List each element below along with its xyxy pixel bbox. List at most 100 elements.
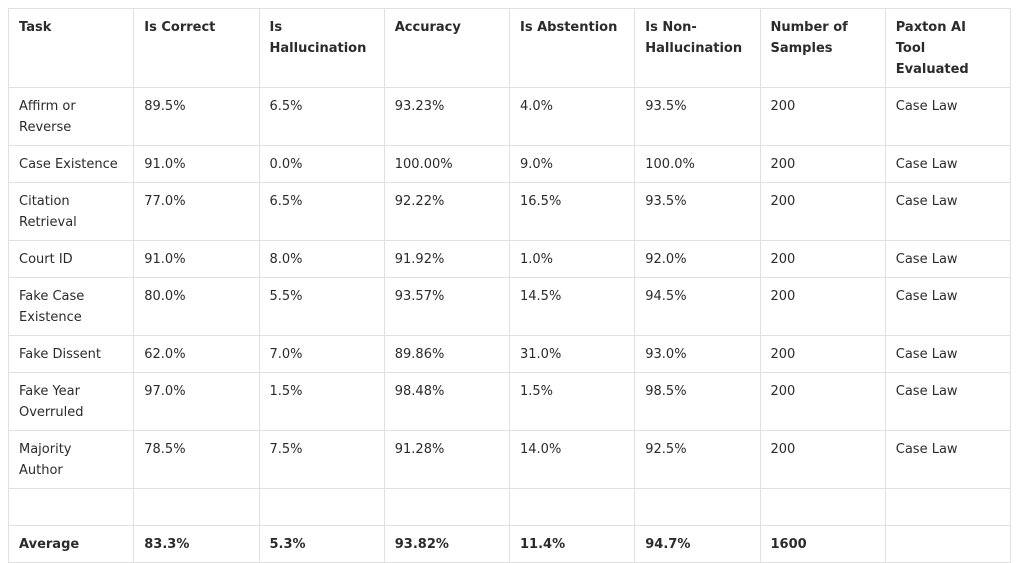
table-cell: 92.0% xyxy=(634,240,761,278)
average-cell: 1600 xyxy=(759,525,886,563)
table-row: Citation Retrieval 77.0% 6.5% 92.22% 16.5% 93… xyxy=(7,182,1012,241)
table-cell: 100.00% xyxy=(383,145,511,183)
table-cell: 92.5% xyxy=(634,430,761,489)
table-cell: 14.0% xyxy=(508,430,636,489)
table-body: Affirm or Reverse 89.5% 6.5% 93.23% 4.0% 93.5… xyxy=(7,87,1012,563)
table-cell: Case Law xyxy=(884,277,1012,336)
empty-cell xyxy=(7,488,135,526)
table-row: Majority Author 78.5% 7.5% 91.28% 14.0% 92.5%… xyxy=(7,430,1012,489)
table-cell: 200 xyxy=(759,335,886,373)
header-cell: Task xyxy=(7,8,135,88)
table-cell: Case Existence xyxy=(7,145,135,183)
empty-cell xyxy=(133,488,260,526)
table-cell: 200 xyxy=(759,277,886,336)
table-cell: 6.5% xyxy=(258,182,385,241)
table-cell: 0.0% xyxy=(258,145,385,183)
table-cell: 80.0% xyxy=(133,277,260,336)
table-cell: 91.0% xyxy=(133,240,260,278)
table-cell: 93.5% xyxy=(634,182,761,241)
table-cell: 1.5% xyxy=(258,372,385,431)
empty-row xyxy=(7,488,1012,526)
header-cell: Number of Samples xyxy=(759,8,886,88)
table-cell: Citation Retrieval xyxy=(7,182,135,241)
table-cell: 7.5% xyxy=(258,430,385,489)
table-cell: 9.0% xyxy=(508,145,636,183)
table-cell: 98.48% xyxy=(383,372,511,431)
header-cell: Is Correct xyxy=(133,8,260,88)
table-cell: 93.5% xyxy=(634,87,761,146)
table-cell: 7.0% xyxy=(258,335,385,373)
empty-cell xyxy=(508,488,636,526)
table-cell: 1.5% xyxy=(508,372,636,431)
table-cell: 89.86% xyxy=(383,335,511,373)
table-cell: 16.5% xyxy=(508,182,636,241)
average-cell: 5.3% xyxy=(258,525,385,563)
table-cell: 91.0% xyxy=(133,145,260,183)
header-cell: Is Hallucination xyxy=(258,8,385,88)
table-cell: 97.0% xyxy=(133,372,260,431)
table-cell: 200 xyxy=(759,372,886,431)
table-cell: 8.0% xyxy=(258,240,385,278)
average-cell: 11.4% xyxy=(508,525,636,563)
table-cell: Majority Author xyxy=(7,430,135,489)
header-cell: Is Non-Hallucination xyxy=(634,8,761,88)
table-cell: Case Law xyxy=(884,87,1012,146)
table-row: Fake Case Existence 80.0% 5.5% 93.57% 14.5% 9… xyxy=(7,277,1012,336)
header-row: Task Is Correct Is Hallucination Accuracy Is… xyxy=(7,8,1012,88)
table-cell: 93.23% xyxy=(383,87,511,146)
table-cell: 94.5% xyxy=(634,277,761,336)
table-cell: Case Law xyxy=(884,430,1012,489)
empty-cell xyxy=(634,488,761,526)
average-cell: 93.82% xyxy=(383,525,511,563)
table-cell: 4.0% xyxy=(508,87,636,146)
empty-cell xyxy=(383,488,511,526)
table-cell: 91.28% xyxy=(383,430,511,489)
empty-cell xyxy=(884,488,1012,526)
table-cell: Court ID xyxy=(7,240,135,278)
average-cell: Average xyxy=(7,525,135,563)
header-cell: Is Abstention xyxy=(508,8,636,88)
average-cell: 83.3% xyxy=(133,525,260,563)
table-cell: Affirm or Reverse xyxy=(7,87,135,146)
table-cell: 89.5% xyxy=(133,87,260,146)
table-cell: 77.0% xyxy=(133,182,260,241)
table-cell: Fake Year Overruled xyxy=(7,372,135,431)
table-cell: Case Law xyxy=(884,240,1012,278)
table-cell: Case Law xyxy=(884,372,1012,431)
header-cell: Accuracy xyxy=(383,8,511,88)
table-cell: Fake Dissent xyxy=(7,335,135,373)
table-cell: Case Law xyxy=(884,145,1012,183)
table-cell: 200 xyxy=(759,145,886,183)
empty-cell xyxy=(759,488,886,526)
table-cell: 6.5% xyxy=(258,87,385,146)
table-row: Fake Dissent 62.0% 7.0% 89.86% 31.0% 93.0% 200… xyxy=(7,335,1012,373)
table-cell: 14.5% xyxy=(508,277,636,336)
table-cell: Case Law xyxy=(884,335,1012,373)
table-row: Court ID 91.0% 8.0% 91.92% 1.0% 92.0% 200 Case … xyxy=(7,240,1012,278)
table-row: Case Existence 91.0% 0.0% 100.00% 9.0% 100.0%… xyxy=(7,145,1012,183)
page: Task Is Correct Is Hallucination Accuracy Is… xyxy=(7,8,1012,563)
table-cell: 1.0% xyxy=(508,240,636,278)
table-cell: 62.0% xyxy=(133,335,260,373)
table-cell: 91.92% xyxy=(383,240,511,278)
table-cell: 92.22% xyxy=(383,182,511,241)
empty-cell xyxy=(258,488,385,526)
results-table: Task Is Correct Is Hallucination Accuracy Is… xyxy=(7,8,1012,563)
table-cell: 93.0% xyxy=(634,335,761,373)
table-cell: 200 xyxy=(759,240,886,278)
table-cell: 100.0% xyxy=(634,145,761,183)
table-head: Task Is Correct Is Hallucination Accuracy Is… xyxy=(7,8,1012,88)
table-cell: 98.5% xyxy=(634,372,761,431)
table-row: Fake Year Overruled 97.0% 1.5% 98.48% 1.5% 98… xyxy=(7,372,1012,431)
average-row: Average 83.3% 5.3% 93.82% 11.4% 94.7% 1600 xyxy=(7,525,1012,563)
table-cell: 5.5% xyxy=(258,277,385,336)
table-cell: 93.57% xyxy=(383,277,511,336)
table-cell: Case Law xyxy=(884,182,1012,241)
table-cell: 200 xyxy=(759,87,886,146)
average-cell: 94.7% xyxy=(634,525,761,563)
table-cell: Fake Case Existence xyxy=(7,277,135,336)
table-cell: 31.0% xyxy=(508,335,636,373)
table-cell: 78.5% xyxy=(133,430,260,489)
table-row: Affirm or Reverse 89.5% 6.5% 93.23% 4.0% 93.5… xyxy=(7,87,1012,146)
empty-cell xyxy=(884,525,1012,563)
